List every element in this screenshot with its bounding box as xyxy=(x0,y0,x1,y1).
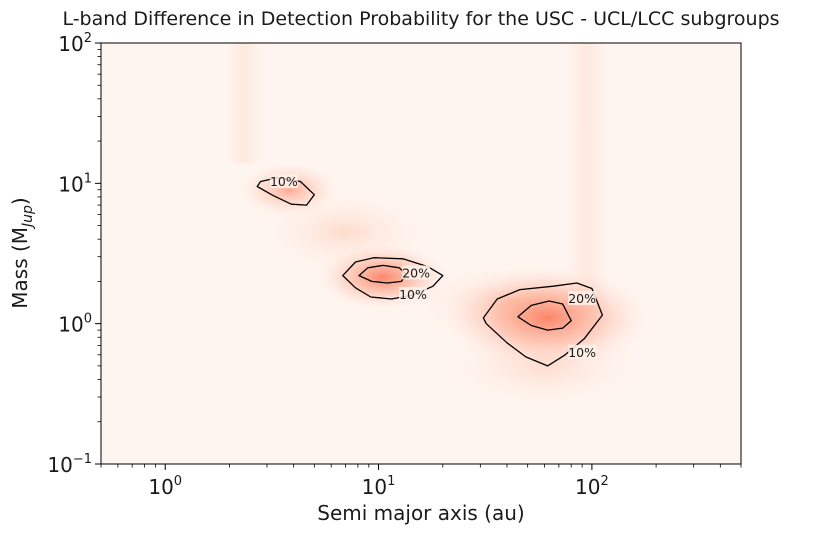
contour-label-bg xyxy=(402,265,431,280)
y-tick-label: 101 xyxy=(58,171,92,196)
contour-label: 10% xyxy=(399,287,427,302)
heat-hotspot xyxy=(233,159,344,220)
x-axis: 100 101 102 xyxy=(100,464,742,499)
contour-layer: 10% 10% 20% 10% 20% xyxy=(256,174,604,367)
tick-exponent: 2 xyxy=(600,474,608,489)
contour-label-bg xyxy=(269,174,298,189)
heatmap-area xyxy=(101,43,741,464)
tick-exponent: 1 xyxy=(387,474,395,489)
contour-line xyxy=(482,282,604,367)
tick-exponent: 2 xyxy=(84,31,92,46)
y-axis-label-main: Mass (M xyxy=(8,227,32,309)
contour-label: 20% xyxy=(402,265,430,280)
tick-exponent: −1 xyxy=(73,452,92,467)
tick-base: 10 xyxy=(575,475,600,499)
tick-base: 10 xyxy=(47,453,72,477)
tick-base: 10 xyxy=(362,475,387,499)
x-tick-label: 100 xyxy=(148,474,182,499)
contour-label-bg xyxy=(398,287,427,302)
y-axis-label: Mass (MJup) xyxy=(8,197,36,308)
y-tick-label: 100 xyxy=(58,312,92,337)
contour-line xyxy=(342,257,444,300)
plot-frame xyxy=(100,42,742,465)
contour-label: 10% xyxy=(270,174,298,189)
x-axis-label: Semi major axis (au) xyxy=(317,501,524,525)
tick-base: 10 xyxy=(58,32,83,56)
tick-base: 10 xyxy=(148,475,173,499)
y-axis-label-close: ) xyxy=(8,197,32,205)
tick-exponent: 0 xyxy=(84,312,92,327)
y-tick-label: 102 xyxy=(58,31,92,56)
heatmap-layer xyxy=(224,43,658,411)
heat-hotspot xyxy=(313,242,454,313)
tick-exponent: 1 xyxy=(84,171,92,186)
chart-title: L-band Difference in Detection Probabili… xyxy=(62,8,779,30)
contour-label: 10% xyxy=(568,345,596,360)
tick-base: 10 xyxy=(58,172,83,196)
heat-band xyxy=(224,43,264,163)
tick-base: 10 xyxy=(58,313,83,337)
tick-exponent: 0 xyxy=(174,474,182,489)
contour-label: 20% xyxy=(568,291,596,306)
y-tick-label: 10−1 xyxy=(47,452,92,477)
contour-label-bg xyxy=(568,344,597,359)
contour-line xyxy=(517,300,572,331)
heat-hotspot xyxy=(437,262,658,373)
contour-label-bg xyxy=(568,290,597,305)
x-tick-label: 101 xyxy=(362,474,396,499)
x-tick-label: 102 xyxy=(575,474,609,499)
y-axis-label-subscript: Jup xyxy=(20,205,36,230)
